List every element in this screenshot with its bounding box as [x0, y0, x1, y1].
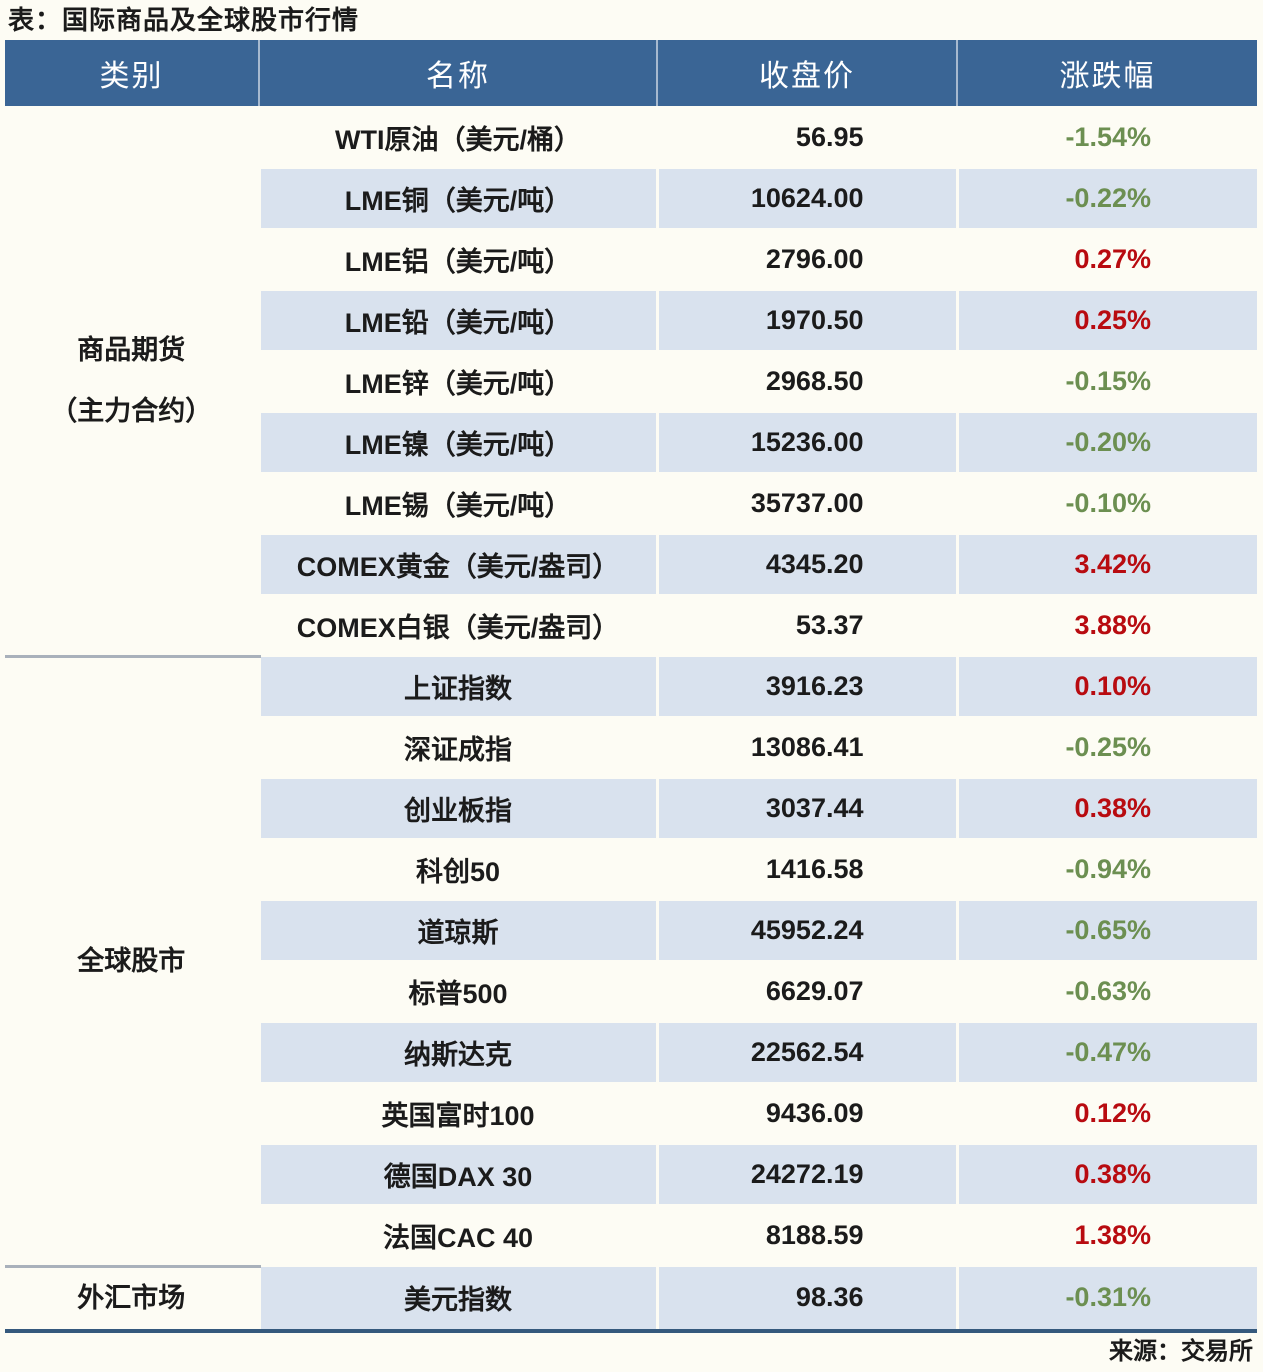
close-cell: 15236.00 — [655, 411, 957, 473]
category-label-line1: 全球股市 — [77, 945, 186, 976]
change-cell: -0.94% — [955, 838, 1257, 900]
change-cell: 0.38% — [955, 1143, 1257, 1205]
name-cell: 纳斯达克 — [257, 1021, 657, 1083]
close-cell: 4345.20 — [655, 533, 957, 595]
name-cell: 英国富时100 — [257, 1082, 657, 1144]
name-cell: LME镍（美元/吨） — [257, 411, 657, 473]
close-cell: 35737.00 — [655, 472, 957, 534]
table-row: 创业板指 3037.44 0.38% — [5, 777, 1257, 839]
name-cell: 道琼斯 — [257, 899, 657, 961]
close-cell: 6629.07 — [655, 960, 957, 1022]
close-cell: 8188.59 — [655, 1204, 957, 1266]
source-note: 来源：交易所 — [1109, 1337, 1253, 1365]
close-cell: 1970.50 — [655, 289, 957, 351]
close-cell: 53.37 — [655, 594, 957, 656]
name-cell: COMEX白银（美元/盎司） — [257, 594, 657, 656]
change-cell: -0.22% — [955, 167, 1257, 229]
category-label-line1: 外汇市场 — [77, 1282, 186, 1313]
change-cell: -0.20% — [955, 411, 1257, 473]
table-row: 深证成指 13086.41 -0.25% — [5, 716, 1257, 778]
close-cell: 98.36 — [655, 1265, 957, 1331]
change-cell: -0.47% — [955, 1021, 1257, 1083]
col-header-category: 类别 — [5, 40, 259, 108]
header-row: 类别 名称 收盘价 涨跌幅 — [5, 40, 1257, 108]
table-row: COMEX黄金（美元/盎司） 4345.20 3.42% — [5, 533, 1257, 595]
name-cell: 美元指数 — [257, 1265, 657, 1331]
close-cell: 3916.23 — [655, 655, 957, 717]
change-cell: 0.25% — [955, 289, 1257, 351]
name-cell: LME铅（美元/吨） — [257, 289, 657, 351]
name-cell: LME锌（美元/吨） — [257, 350, 657, 412]
change-cell: 3.42% — [955, 533, 1257, 595]
col-header-change: 涨跌幅 — [956, 40, 1257, 108]
close-cell: 13086.41 — [655, 716, 957, 778]
change-cell: -0.63% — [955, 960, 1257, 1022]
name-cell: LME锡（美元/吨） — [257, 472, 657, 534]
category-cell-global-stocks: 全球股市 — [5, 656, 259, 1268]
table-row: 全球股市 上证指数 3916.23 0.10% — [5, 655, 1257, 1268]
close-cell: 1416.58 — [655, 838, 957, 900]
table-row: LME铜（美元/吨） 10624.00 -0.22% — [5, 167, 1257, 229]
close-cell: 45952.24 — [655, 899, 957, 961]
table-row: 法国CAC 40 8188.59 1.38% — [5, 1204, 1257, 1266]
close-cell: 24272.19 — [655, 1143, 957, 1205]
col-header-name: 名称 — [258, 40, 657, 108]
table-row: LME锡（美元/吨） 35737.00 -0.10% — [5, 472, 1257, 534]
table-title: 表：国际商品及全球股市行情 — [8, 5, 360, 35]
category-cell-forex: 外汇市场 — [5, 1266, 259, 1331]
table-row: 道琼斯 45952.24 -0.65% — [5, 899, 1257, 961]
change-cell: -0.15% — [955, 350, 1257, 412]
close-cell: 3037.44 — [655, 777, 957, 839]
change-cell: 3.88% — [955, 594, 1257, 656]
table-row: LME锌（美元/吨） 2968.50 -0.15% — [5, 350, 1257, 412]
close-cell: 22562.54 — [655, 1021, 957, 1083]
market-table: 类别 名称 收盘价 涨跌幅 商品期货 （主力合约） WTI原油（美元/桶） 56… — [5, 40, 1257, 1333]
change-cell: -0.25% — [955, 716, 1257, 778]
change-cell: 0.10% — [955, 655, 1257, 717]
close-cell: 56.95 — [655, 107, 957, 168]
table-row: 英国富时100 9436.09 0.12% — [5, 1082, 1257, 1144]
name-cell: 深证成指 — [257, 716, 657, 778]
table-row: 外汇市场 美元指数 98.36 -0.31% — [5, 1265, 1257, 1331]
close-cell: 2968.50 — [655, 350, 957, 412]
category-cell-commodities: 商品期货 （主力合约） — [5, 107, 259, 658]
name-cell: 标普500 — [257, 960, 657, 1022]
name-cell: 法国CAC 40 — [257, 1204, 657, 1266]
table-row: 科创50 1416.58 -0.94% — [5, 838, 1257, 900]
name-cell: COMEX黄金（美元/盎司） — [257, 533, 657, 595]
name-cell: 创业板指 — [257, 777, 657, 839]
table-row: 德国DAX 30 24272.19 0.38% — [5, 1143, 1257, 1205]
change-cell: -1.54% — [955, 107, 1257, 168]
col-header-close: 收盘价 — [656, 40, 957, 108]
close-cell: 2796.00 — [655, 228, 957, 290]
change-cell: -0.31% — [955, 1265, 1257, 1331]
change-cell: 1.38% — [955, 1204, 1257, 1266]
table-row: 标普500 6629.07 -0.63% — [5, 960, 1257, 1022]
table-row: COMEX白银（美元/盎司） 53.37 3.88% — [5, 594, 1257, 656]
change-cell: -0.65% — [955, 899, 1257, 961]
category-label-line1: 商品期货 — [77, 335, 186, 366]
change-cell: 0.27% — [955, 228, 1257, 290]
table-row: LME镍（美元/吨） 15236.00 -0.20% — [5, 411, 1257, 473]
change-cell: 0.38% — [955, 777, 1257, 839]
table-row: LME铝（美元/吨） 2796.00 0.27% — [5, 228, 1257, 290]
close-cell: 9436.09 — [655, 1082, 957, 1144]
name-cell: LME铜（美元/吨） — [257, 167, 657, 229]
table-row: LME铅（美元/吨） 1970.50 0.25% — [5, 289, 1257, 351]
change-cell: 0.12% — [955, 1082, 1257, 1144]
change-cell: -0.10% — [955, 472, 1257, 534]
name-cell: WTI原油（美元/桶） — [257, 107, 657, 168]
name-cell: 科创50 — [257, 838, 657, 900]
table-row: 商品期货 （主力合约） WTI原油（美元/桶） 56.95 -1.54% — [5, 107, 1257, 658]
name-cell: LME铝（美元/吨） — [257, 228, 657, 290]
name-cell: 德国DAX 30 — [257, 1143, 657, 1205]
close-cell: 10624.00 — [655, 167, 957, 229]
table-row: 纳斯达克 22562.54 -0.47% — [5, 1021, 1257, 1083]
category-label-line2: （主力合约） — [50, 396, 213, 427]
name-cell: 上证指数 — [257, 655, 657, 717]
